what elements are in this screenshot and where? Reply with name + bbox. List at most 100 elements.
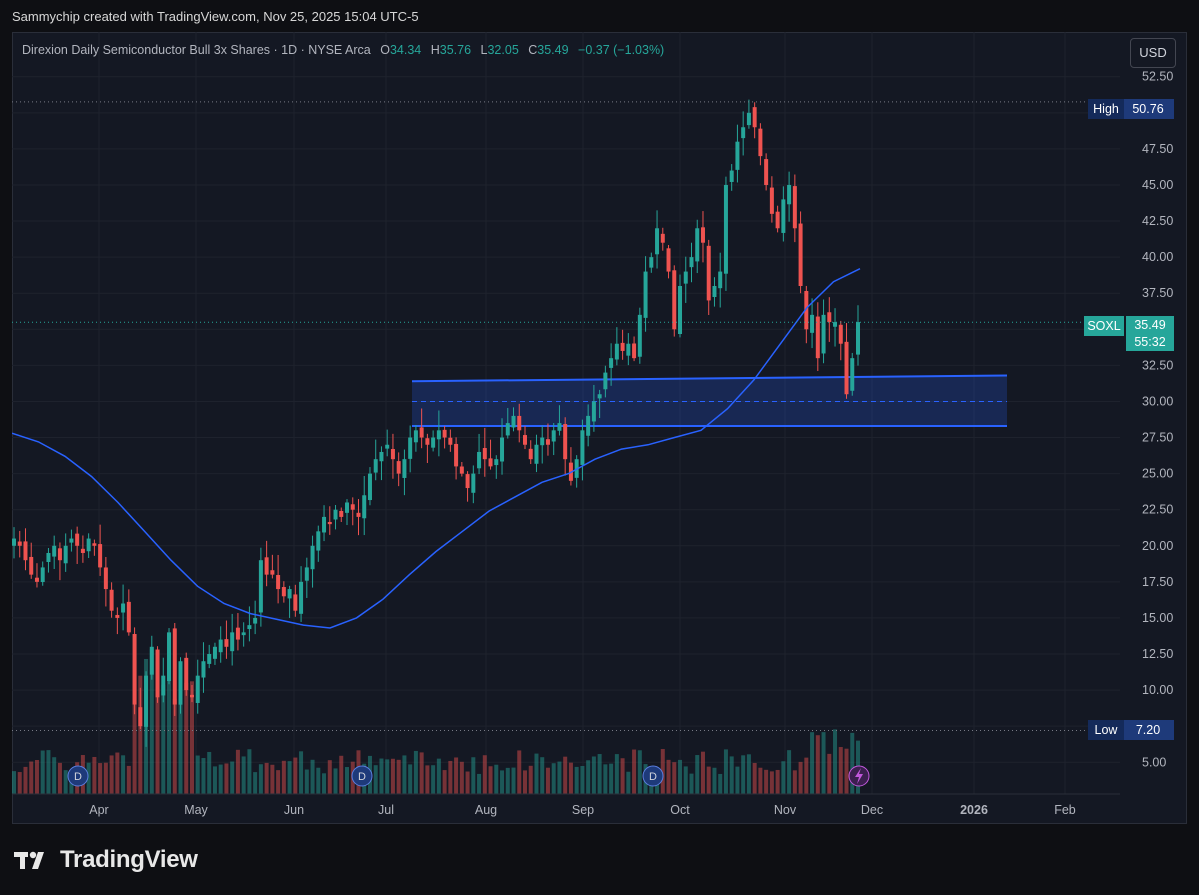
volume-bar	[413, 750, 418, 794]
level-lines	[12, 101, 1120, 731]
volume-bar	[167, 659, 172, 794]
volume-bar	[224, 763, 229, 794]
volume-bar	[247, 749, 252, 794]
volume-bar	[678, 759, 683, 794]
price-tick-label: 20.00	[1142, 539, 1173, 553]
candle-body	[132, 634, 137, 705]
candle-body	[345, 502, 350, 513]
last-price-tag: SOXL 35.49 55:32	[1084, 316, 1176, 352]
candle-body	[436, 430, 441, 440]
volume-bar	[557, 761, 562, 794]
volume-bar	[534, 753, 539, 794]
candle-body	[385, 444, 390, 449]
price-tick-label: 17.50	[1142, 575, 1173, 589]
currency-button[interactable]: USD	[1130, 38, 1176, 68]
volume-bar	[431, 765, 436, 794]
candle-body	[741, 127, 746, 139]
candle-body	[23, 541, 28, 561]
candle-body	[224, 639, 229, 647]
volume-bar	[419, 752, 424, 794]
volume-bar	[40, 750, 45, 794]
candle-body	[551, 430, 556, 442]
support-zone-top	[411, 374, 1008, 383]
support-zone	[411, 374, 1008, 427]
candle-body	[12, 538, 16, 546]
candle-body	[419, 427, 424, 438]
candle-body	[689, 257, 694, 268]
candle-body	[339, 510, 344, 517]
volume-bar	[500, 770, 505, 794]
time-tick-label: Feb	[1054, 803, 1076, 817]
candle-body	[471, 473, 476, 493]
price-chart[interactable]: 5.007.5010.0012.5015.0017.5020.0022.5025…	[12, 32, 1187, 824]
volume-bar	[741, 755, 746, 794]
volume-bar	[568, 762, 573, 794]
volume-bar	[230, 761, 235, 794]
candle-body	[155, 649, 160, 698]
chart-frame	[12, 32, 1187, 824]
volume-bar	[494, 764, 499, 794]
candle-body	[402, 459, 407, 478]
volume-bar	[149, 649, 154, 794]
candle-body	[40, 567, 45, 582]
volume-bar	[235, 749, 240, 794]
volume-bar	[396, 759, 401, 794]
candle-body	[17, 541, 22, 546]
candle-body	[856, 322, 860, 355]
candle-body	[310, 545, 315, 570]
time-tick-label: Jun	[284, 803, 304, 817]
volume-bar	[212, 766, 217, 794]
candle-body	[201, 661, 206, 678]
volume-bar	[103, 762, 108, 794]
volume-bar	[735, 766, 740, 794]
price-tick-label: 22.50	[1142, 503, 1173, 517]
volume-bar	[798, 761, 803, 794]
volume-bar	[551, 763, 556, 794]
candle-body	[264, 557, 269, 575]
candle-body	[52, 545, 57, 557]
candle-body	[764, 159, 769, 185]
low-tag-label: Low	[1088, 720, 1124, 740]
volume-bar	[586, 760, 591, 794]
candle-body	[390, 449, 395, 460]
tradingview-brand[interactable]: TradingView	[14, 846, 198, 874]
volume-bar	[758, 767, 763, 794]
volume-bar	[436, 758, 441, 794]
candle-body	[253, 617, 258, 624]
candle-body	[500, 437, 505, 462]
symbol-legend: Direxion Daily Semiconductor Bull 3x Sha…	[22, 43, 664, 57]
candle-body	[230, 632, 235, 652]
time-tick-label: Nov	[774, 803, 797, 817]
close-value: 35.49	[537, 43, 569, 57]
candle-body	[172, 628, 177, 705]
high-tag-value: 50.76	[1132, 102, 1164, 116]
candle-body	[144, 675, 149, 727]
candle-body	[413, 430, 418, 443]
volume-bar	[52, 757, 57, 794]
volume-bar	[161, 684, 166, 794]
candle-body	[505, 423, 510, 436]
volume-bar	[57, 762, 62, 794]
candle-body	[482, 448, 487, 460]
candle-body	[396, 461, 401, 474]
candle-body	[746, 112, 751, 126]
candle-body	[655, 228, 660, 255]
volume-bar	[270, 764, 275, 794]
candle-body	[792, 186, 797, 229]
volume-bar	[471, 757, 476, 794]
volume-bar	[563, 756, 568, 794]
candle-body	[459, 466, 464, 474]
candle-body	[637, 314, 642, 357]
candle-body	[494, 459, 499, 466]
candle-body	[115, 614, 120, 618]
ticker-tag: SOXL	[1084, 316, 1124, 336]
candle-body	[528, 448, 533, 460]
volume-bar	[620, 758, 625, 794]
tradingview-logo-icon	[14, 851, 44, 869]
price-tick-label: 42.50	[1142, 214, 1173, 228]
volume-bar	[327, 760, 332, 794]
price-tick-label: 15.00	[1142, 611, 1173, 625]
candle-body	[327, 521, 332, 525]
volume-bar	[517, 750, 522, 794]
volume-bar	[207, 751, 212, 794]
